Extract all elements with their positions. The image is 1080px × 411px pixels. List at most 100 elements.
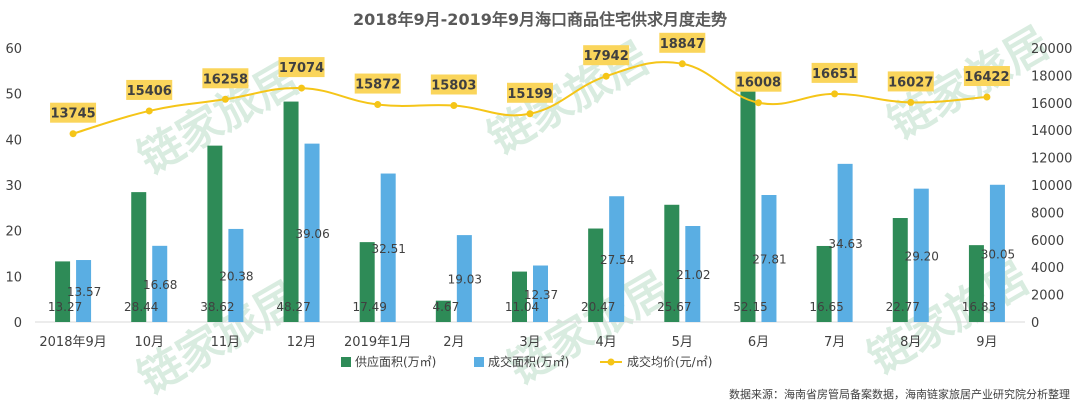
price-point bbox=[374, 101, 382, 109]
price-value-label: 16651 bbox=[811, 62, 858, 83]
category-label: 12月 bbox=[287, 335, 317, 350]
supply-value-label: 17.49 bbox=[353, 300, 387, 314]
price-value-label: 16422 bbox=[963, 66, 1010, 87]
price-label-text: 16008 bbox=[736, 76, 781, 91]
chart-title: 2018年9月-2019年9月海口商品住宅供求月度走势 bbox=[353, 10, 727, 29]
price-point bbox=[983, 93, 991, 101]
price-label-box bbox=[354, 73, 401, 94]
sales-bar bbox=[837, 163, 853, 322]
supply-bar bbox=[55, 261, 71, 322]
supply-value-label: 16.65 bbox=[809, 300, 843, 314]
legend: 供应面积(万㎡) 成交面积(万㎡) 成交均价(元/㎡) bbox=[341, 354, 712, 369]
supply-value-label: 28.44 bbox=[124, 300, 158, 314]
price-point bbox=[678, 60, 686, 68]
price-point bbox=[69, 130, 77, 138]
category-label: 5月 bbox=[672, 335, 693, 350]
sales-bar bbox=[380, 173, 396, 322]
price-label-box bbox=[659, 32, 706, 53]
category-label: 2018年9月 bbox=[39, 335, 106, 350]
category-label: 4月 bbox=[596, 335, 617, 350]
category-label: 2019年1月 bbox=[344, 335, 411, 350]
price-label-box bbox=[202, 68, 249, 89]
price-point bbox=[602, 72, 610, 80]
sales-value-label: 27.81 bbox=[752, 253, 786, 267]
category-label: 8月 bbox=[900, 335, 921, 350]
price-label-box bbox=[735, 71, 782, 92]
price-labels: 13745 15406 16258 17074 15872 15803 15199 17942… bbox=[50, 32, 1010, 123]
price-point bbox=[450, 101, 458, 109]
sales-bar bbox=[609, 196, 625, 322]
price-label-text: 16651 bbox=[812, 67, 857, 82]
price-point bbox=[907, 98, 915, 106]
sales-value-label: 29.20 bbox=[905, 249, 939, 263]
supply-bar bbox=[283, 101, 299, 322]
supply-bar bbox=[588, 228, 604, 322]
sales-bar bbox=[304, 143, 320, 322]
legend-supply-label: 供应面积(万㎡) bbox=[355, 354, 436, 369]
category-label: 7月 bbox=[824, 335, 845, 350]
left-tick-label: 10 bbox=[5, 270, 22, 285]
right-tick-label: 6000 bbox=[1031, 234, 1064, 249]
right-axis: 0 2000 4000 6000 8000 10000 12000 14000 16000 180… bbox=[1031, 42, 1072, 331]
sales-value-label: 19.03 bbox=[448, 273, 482, 287]
supply-bar bbox=[435, 300, 451, 322]
price-label-box bbox=[583, 45, 630, 66]
price-value-label: 16258 bbox=[202, 68, 249, 89]
sales-bar bbox=[685, 226, 701, 322]
price-label-text: 15406 bbox=[127, 84, 172, 99]
category-label: 2月 bbox=[443, 335, 464, 350]
price-point bbox=[754, 99, 762, 107]
supply-bar bbox=[207, 145, 223, 322]
sales-bar bbox=[456, 235, 472, 322]
right-tick-label: 10000 bbox=[1031, 179, 1072, 194]
supply-value-label: 20.47 bbox=[581, 300, 615, 314]
supply-value-label: 4.67 bbox=[432, 300, 459, 314]
price-label-box bbox=[430, 74, 477, 95]
price-value-label: 15803 bbox=[430, 74, 477, 95]
left-tick-label: 20 bbox=[5, 225, 22, 240]
sales-bar bbox=[228, 228, 244, 322]
sales-value-label: 30.05 bbox=[981, 247, 1015, 261]
supply-value-label: 48.27 bbox=[276, 300, 310, 314]
price-label-box bbox=[50, 102, 97, 123]
right-tick-label: 8000 bbox=[1031, 206, 1064, 221]
price-point bbox=[145, 107, 153, 115]
price-label-text: 17942 bbox=[584, 49, 629, 64]
right-tick-label: 14000 bbox=[1031, 124, 1072, 139]
supply-value-label: 38.62 bbox=[200, 300, 234, 314]
category-label: 3月 bbox=[519, 335, 540, 350]
sales-value-label: 32.51 bbox=[372, 242, 406, 256]
sales-bar bbox=[152, 245, 168, 322]
bars bbox=[55, 83, 1005, 323]
sales-value-label: 16.68 bbox=[143, 278, 177, 292]
right-tick-label: 12000 bbox=[1031, 152, 1072, 167]
sales-bar bbox=[76, 260, 92, 322]
supply-bar bbox=[740, 83, 756, 323]
price-point bbox=[298, 84, 306, 92]
right-tick-label: 20000 bbox=[1031, 42, 1072, 57]
supply-value-label: 11.04 bbox=[505, 300, 539, 314]
price-value-label: 15872 bbox=[354, 73, 401, 94]
supply-bar bbox=[816, 245, 832, 322]
price-label-box bbox=[963, 66, 1010, 87]
left-tick-label: 0 bbox=[14, 316, 22, 331]
price-label-text: 16027 bbox=[888, 75, 933, 90]
supply-bar bbox=[512, 271, 527, 322]
price-point bbox=[221, 95, 229, 103]
supply-bar bbox=[968, 245, 984, 322]
price-point bbox=[831, 90, 839, 98]
supply-value-label: 16.83 bbox=[962, 300, 996, 314]
sales-bar bbox=[761, 195, 777, 322]
price-value-label: 16008 bbox=[735, 71, 782, 92]
price-label-text: 15872 bbox=[355, 78, 400, 93]
price-label-box bbox=[887, 71, 934, 92]
legend-price-label: 成交均价(元/㎡) bbox=[627, 354, 712, 369]
right-tick-label: 0 bbox=[1031, 316, 1039, 331]
legend-supply-swatch bbox=[341, 357, 351, 367]
category-label: 6月 bbox=[748, 335, 769, 350]
sales-value-label: 20.38 bbox=[219, 269, 253, 283]
right-tick-label: 4000 bbox=[1031, 261, 1064, 276]
sales-value-label: 39.06 bbox=[295, 227, 329, 241]
